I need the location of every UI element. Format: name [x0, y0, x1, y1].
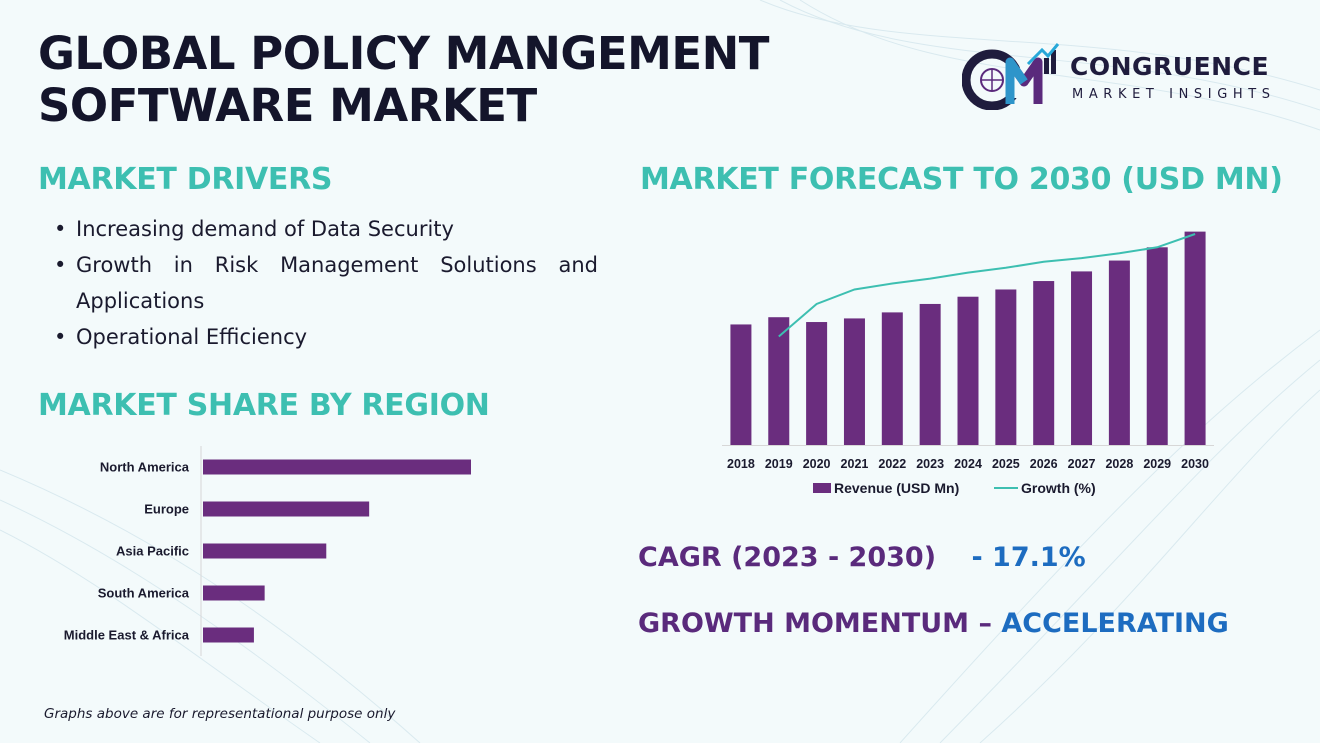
market-share-heading: MARKET SHARE BY REGION	[38, 388, 490, 423]
momentum-label: GROWTH MOMENTUM –	[638, 608, 992, 639]
driver-item: Growth in Risk Management Solutions and …	[52, 247, 598, 319]
market-drivers-list: Increasing demand of Data Security Growt…	[52, 211, 598, 355]
momentum-value: ACCELERATING	[1001, 608, 1229, 639]
market-forecast-heading: MARKET FORECAST TO 2030 (USD MN)	[640, 162, 1283, 197]
driver-item: Increasing demand of Data Security	[52, 211, 598, 247]
company-logo: CONGRUENCE MARKET INSIGHTS	[962, 38, 1292, 110]
market-drivers-heading: MARKET DRIVERS	[38, 162, 333, 197]
cagr-value: - 17.1%	[971, 542, 1086, 573]
cagr-stat: CAGR (2023 - 2030) - 17.1%	[638, 542, 1086, 573]
title-line-1: GLOBAL POLICY MANGEMENT	[38, 27, 769, 80]
driver-item: Operational Efficiency	[52, 319, 598, 355]
logo-tagline: MARKET INSIGHTS	[1072, 87, 1276, 102]
page-title: GLOBAL POLICY MANGEMENT SOFTWARE MARKET	[38, 28, 769, 132]
logo-name: CONGRUENCE	[1070, 52, 1270, 81]
title-line-2: SOFTWARE MARKET	[38, 79, 537, 132]
logo-mark-icon	[962, 43, 1060, 110]
growth-momentum-stat: GROWTH MOMENTUM – ACCELERATING	[638, 608, 1229, 639]
footnote: Graphs above are for representational pu…	[44, 706, 396, 722]
cagr-label: CAGR (2023 - 2030)	[638, 542, 937, 573]
